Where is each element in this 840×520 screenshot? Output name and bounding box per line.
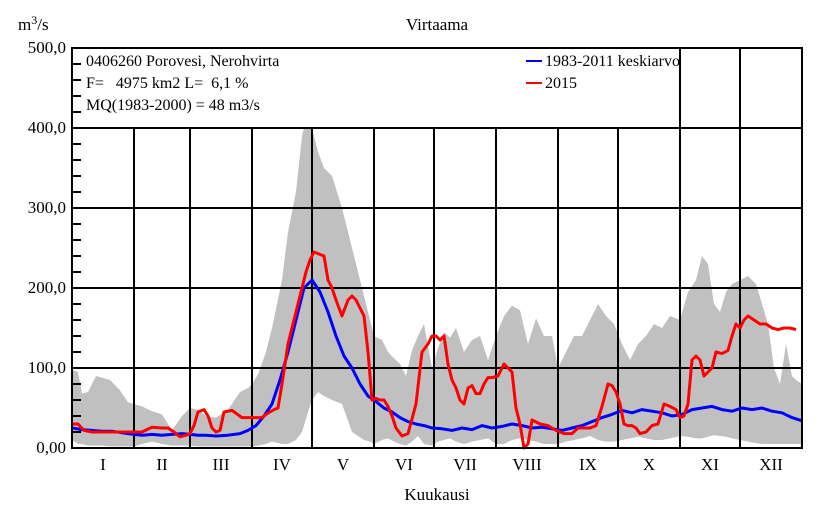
min-max-band	[72, 112, 802, 447]
info-line-station: 0406260 Porovesi, Nerohvirta	[86, 53, 279, 70]
month-label: II	[156, 455, 168, 474]
min-max-band-layer	[72, 112, 802, 447]
y-tick-labels: 0,00 100,0 200,0 300,0 400,0 500,0	[28, 38, 66, 457]
month-labels: I II III IV V VI VII VIII IX X XI XII	[100, 455, 783, 474]
y-tick-label: 100,0	[28, 358, 66, 377]
chart-title: Virtaama	[406, 15, 469, 34]
month-label: VII	[453, 455, 477, 474]
info-box	[73, 49, 679, 127]
x-axis-label: Kuukausi	[404, 485, 469, 504]
y-tick-label: 200,0	[28, 278, 66, 297]
info-line-mean-flow: MQ(1983-2000) = 48 m3/s	[86, 97, 260, 114]
y-tick-label: 500,0	[28, 38, 66, 57]
month-label: III	[213, 455, 230, 474]
legend: 1983-2011 keskiarvo 2015	[526, 53, 680, 92]
series-layer	[71, 250, 803, 450]
month-label: VIII	[512, 455, 542, 474]
month-label: X	[643, 455, 655, 474]
series-line-mean	[71, 278, 803, 438]
y-axis-label-base: m	[18, 15, 31, 34]
month-label: I	[100, 455, 106, 474]
month-label: XII	[759, 455, 783, 474]
y-axis-label-sup: 3	[31, 13, 37, 27]
plot-frame	[71, 47, 803, 449]
y-tick-label: 300,0	[28, 198, 66, 217]
month-label: IX	[579, 455, 597, 474]
legend-label-mean: 1983-2011 keskiarvo	[545, 53, 680, 70]
y-tick-label: 400,0	[28, 118, 66, 137]
y-axis-label-rest: /s	[37, 15, 48, 34]
month-label: IV	[273, 455, 292, 474]
frame-layer	[71, 47, 803, 449]
legend-label-2015: 2015	[545, 75, 577, 92]
month-label: XI	[701, 455, 719, 474]
y-tick-label: 0,00	[36, 438, 66, 457]
y-axis-label: m3/s	[18, 13, 49, 34]
series-line-2015	[72, 250, 797, 450]
month-label: V	[337, 455, 350, 474]
month-label: VI	[395, 455, 413, 474]
info-line-area: F= 4975 km2 L= 6,1 %	[86, 75, 249, 92]
